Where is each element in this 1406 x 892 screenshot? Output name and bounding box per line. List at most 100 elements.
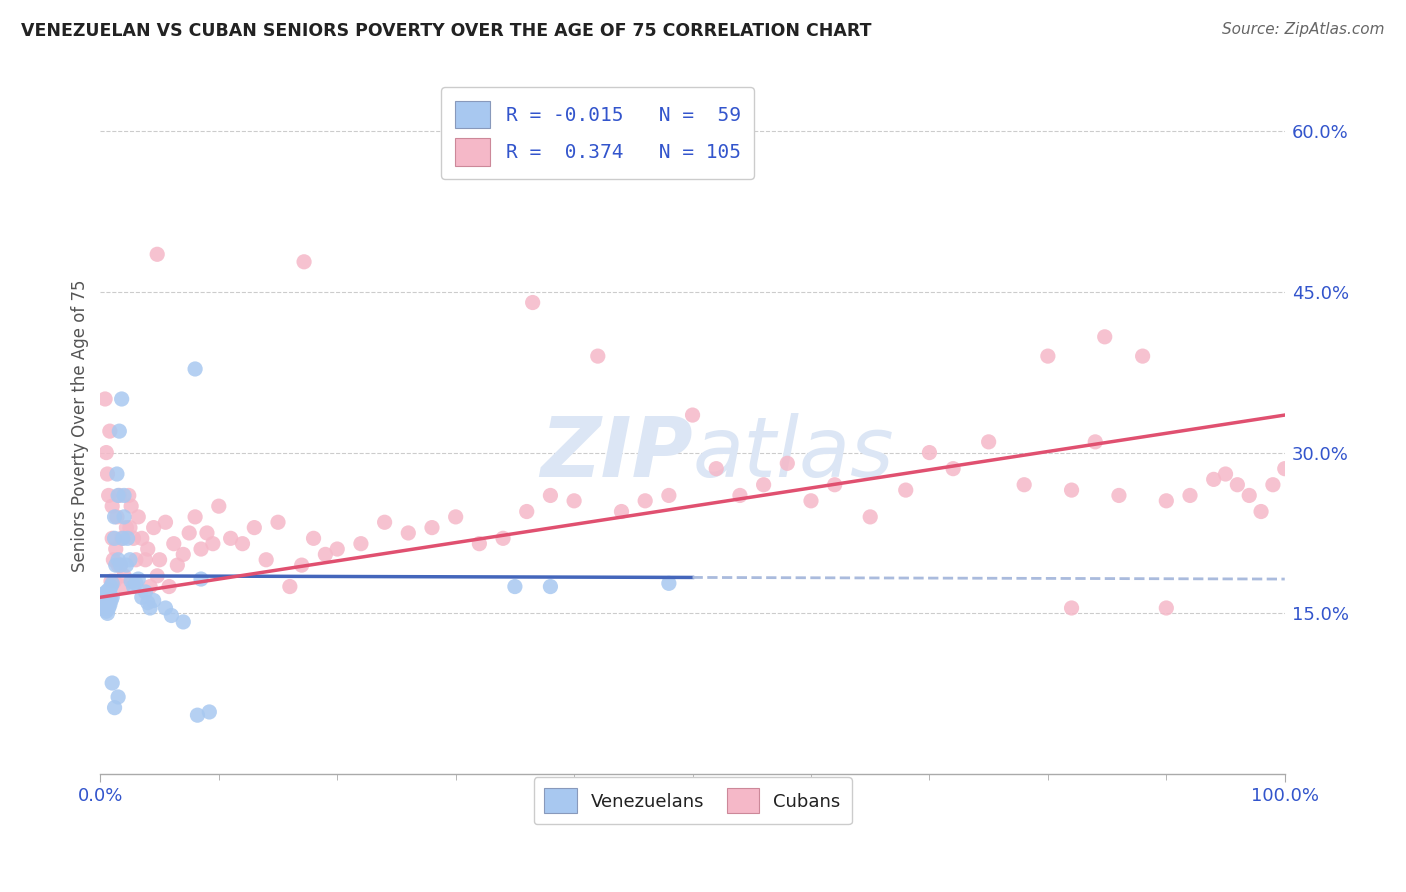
Point	[146, 247, 169, 261]
Point	[120, 574, 142, 589]
Point	[1156, 493, 1178, 508]
Point	[94, 392, 117, 406]
Point	[98, 587, 121, 601]
Point	[562, 493, 585, 508]
Point	[374, 515, 396, 529]
Point	[538, 488, 561, 502]
Point	[96, 607, 118, 621]
Point	[107, 488, 129, 502]
Point	[100, 593, 122, 607]
Point	[94, 601, 117, 615]
Point	[1250, 504, 1272, 518]
Point	[112, 509, 135, 524]
Point	[658, 488, 681, 502]
Point	[1084, 434, 1107, 449]
Point	[131, 532, 153, 546]
Point	[1132, 349, 1154, 363]
Point	[136, 596, 159, 610]
Point	[292, 254, 315, 268]
Point	[96, 604, 118, 618]
Point	[658, 576, 681, 591]
Point	[208, 499, 231, 513]
Point	[120, 499, 142, 513]
Point	[101, 532, 124, 546]
Point	[134, 553, 156, 567]
Point	[1108, 488, 1130, 502]
Point	[468, 537, 491, 551]
Point	[125, 553, 148, 567]
Point	[103, 553, 125, 567]
Point	[172, 548, 194, 562]
Point	[94, 596, 117, 610]
Point	[118, 520, 141, 534]
Point	[107, 553, 129, 567]
Point	[155, 601, 177, 615]
Point	[105, 467, 128, 481]
Point	[444, 509, 467, 524]
Point	[93, 598, 115, 612]
Point	[420, 520, 443, 534]
Point	[693, 156, 716, 170]
Point	[97, 582, 120, 597]
Point	[190, 572, 212, 586]
Point	[96, 591, 118, 605]
Point	[516, 504, 538, 518]
Text: VENEZUELAN VS CUBAN SENIORS POVERTY OVER THE AGE OF 75 CORRELATION CHART: VENEZUELAN VS CUBAN SENIORS POVERTY OVER…	[21, 22, 872, 40]
Point	[115, 520, 138, 534]
Point	[107, 690, 129, 704]
Point	[824, 477, 846, 491]
Point	[1036, 349, 1059, 363]
Point	[219, 532, 242, 546]
Point	[105, 509, 128, 524]
Point	[977, 434, 1000, 449]
Point	[112, 569, 135, 583]
Point	[136, 542, 159, 557]
Point	[96, 593, 118, 607]
Point	[231, 537, 253, 551]
Point	[1094, 330, 1116, 344]
Point	[160, 608, 183, 623]
Point	[100, 580, 122, 594]
Point	[96, 598, 118, 612]
Point	[752, 477, 775, 491]
Point	[96, 467, 118, 481]
Point	[142, 593, 165, 607]
Point	[101, 499, 124, 513]
Point	[184, 362, 207, 376]
Point	[110, 558, 132, 573]
Point	[894, 483, 917, 497]
Point	[100, 574, 122, 589]
Point	[108, 424, 131, 438]
Text: atlas: atlas	[693, 413, 894, 494]
Point	[302, 532, 325, 546]
Point	[112, 488, 135, 502]
Point	[314, 548, 336, 562]
Point	[942, 461, 965, 475]
Point	[91, 601, 114, 615]
Text: Source: ZipAtlas.com: Source: ZipAtlas.com	[1222, 22, 1385, 37]
Point	[103, 532, 125, 546]
Point	[800, 493, 823, 508]
Legend: Venezuelans, Cubans: Venezuelans, Cubans	[533, 777, 852, 824]
Point	[103, 509, 125, 524]
Point	[97, 488, 120, 502]
Point	[586, 349, 609, 363]
Point	[142, 520, 165, 534]
Point	[1226, 477, 1249, 491]
Point	[291, 558, 314, 573]
Point	[1215, 467, 1237, 481]
Point	[122, 580, 145, 594]
Point	[94, 591, 117, 605]
Point	[111, 532, 134, 546]
Point	[728, 488, 751, 502]
Point	[704, 461, 727, 475]
Point	[108, 488, 131, 502]
Point	[103, 700, 125, 714]
Point	[610, 504, 633, 518]
Point	[117, 532, 139, 546]
Point	[186, 708, 208, 723]
Y-axis label: Seniors Poverty Over the Age of 75: Seniors Poverty Over the Age of 75	[72, 279, 89, 572]
Point	[131, 591, 153, 605]
Point	[115, 558, 138, 573]
Point	[98, 424, 121, 438]
